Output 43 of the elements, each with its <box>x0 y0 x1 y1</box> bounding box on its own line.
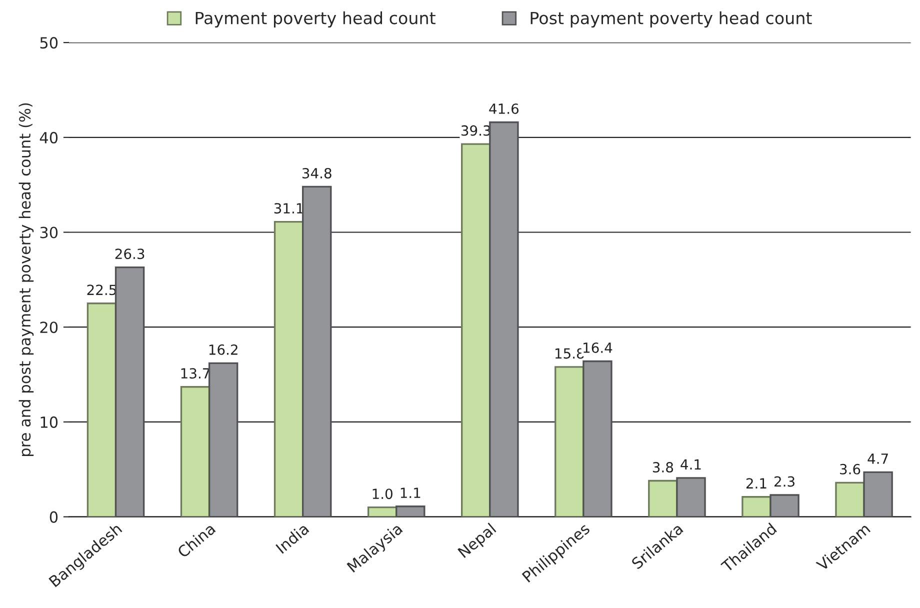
y-tick-label: 30 <box>40 226 58 238</box>
bar <box>489 121 519 517</box>
bar <box>274 220 304 517</box>
bar <box>114 266 145 517</box>
data-label: 22.5 <box>87 284 116 296</box>
bar <box>676 477 706 517</box>
bar <box>208 362 238 517</box>
y-tick-label: 50 <box>40 37 58 49</box>
data-label: 26.3 <box>115 248 144 260</box>
data-label: 16.4 <box>584 342 612 354</box>
bar <box>86 302 117 517</box>
bar <box>742 496 772 517</box>
data-label: 13.7 <box>181 368 210 379</box>
data-label: 1.0 <box>372 488 392 500</box>
bar <box>396 506 426 517</box>
data-label: 2.1 <box>746 478 766 488</box>
bar <box>461 143 491 517</box>
legend-label: Post payment poverty head count <box>530 11 812 28</box>
bar <box>770 494 800 517</box>
data-label: 3.6 <box>840 464 860 474</box>
bar <box>180 386 210 517</box>
bar <box>863 471 893 517</box>
y-tick-label: 20 <box>40 322 58 334</box>
bar <box>648 480 678 517</box>
bar <box>367 506 398 517</box>
bar <box>554 366 584 517</box>
bar <box>835 482 865 517</box>
data-label: 16.2 <box>209 344 238 355</box>
data-label: 34.8 <box>302 168 332 178</box>
data-label: 2.3 <box>774 476 794 487</box>
data-label: 4.1 <box>680 459 701 470</box>
data-label: 31.1 <box>274 203 303 214</box>
y-tick-label: 10 <box>40 416 58 428</box>
data-label: 3.8 <box>652 462 674 473</box>
data-label: 4.7 <box>868 454 888 464</box>
data-label: 1.1 <box>400 488 420 498</box>
y-tick-label: 0 <box>50 511 58 523</box>
legend-label: Payment poverty head count <box>196 11 436 28</box>
y-axis-title: pre and post payment poverty head count (%) <box>18 103 34 456</box>
y-tick-label: 40 <box>40 132 58 144</box>
bar <box>582 360 612 517</box>
bar <box>302 186 332 517</box>
data-label: 41.6 <box>489 103 519 114</box>
